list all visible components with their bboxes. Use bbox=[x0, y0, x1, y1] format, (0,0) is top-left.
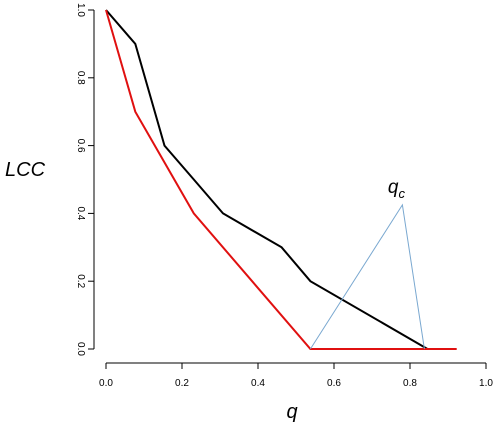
annotations: qc bbox=[388, 177, 406, 201]
y-ticks: 0.0 0.2 0.4 0.6 0.8 1.0 bbox=[75, 3, 94, 356]
y-tick-label: 0.8 bbox=[75, 71, 86, 85]
x-tick-label: 0.0 bbox=[99, 378, 113, 389]
black-series-line bbox=[105, 9, 429, 350]
blue-series-line bbox=[309, 203, 425, 350]
x-tick-label: 0.8 bbox=[403, 378, 417, 389]
y-tick-label: 0.0 bbox=[75, 342, 86, 356]
series-group bbox=[105, 9, 457, 350]
y-tick-label: 0.2 bbox=[75, 274, 86, 288]
y-axis-label: LCC bbox=[5, 159, 46, 181]
x-tick-label: 1.0 bbox=[479, 378, 493, 389]
red-series-line bbox=[105, 9, 457, 350]
x-tick-label: 0.2 bbox=[175, 378, 189, 389]
y-tick-label: 1.0 bbox=[75, 3, 86, 17]
x-axis-label: q bbox=[286, 401, 297, 423]
qc-annotation: qc bbox=[388, 177, 406, 201]
x-ticks: 0.0 0.2 0.4 0.6 0.8 1.0 bbox=[99, 363, 493, 389]
y-tick-label: 0.4 bbox=[75, 206, 86, 220]
x-tick-label: 0.6 bbox=[327, 378, 341, 389]
x-tick-label: 0.4 bbox=[251, 378, 265, 389]
y-tick-label: 0.6 bbox=[75, 139, 86, 153]
